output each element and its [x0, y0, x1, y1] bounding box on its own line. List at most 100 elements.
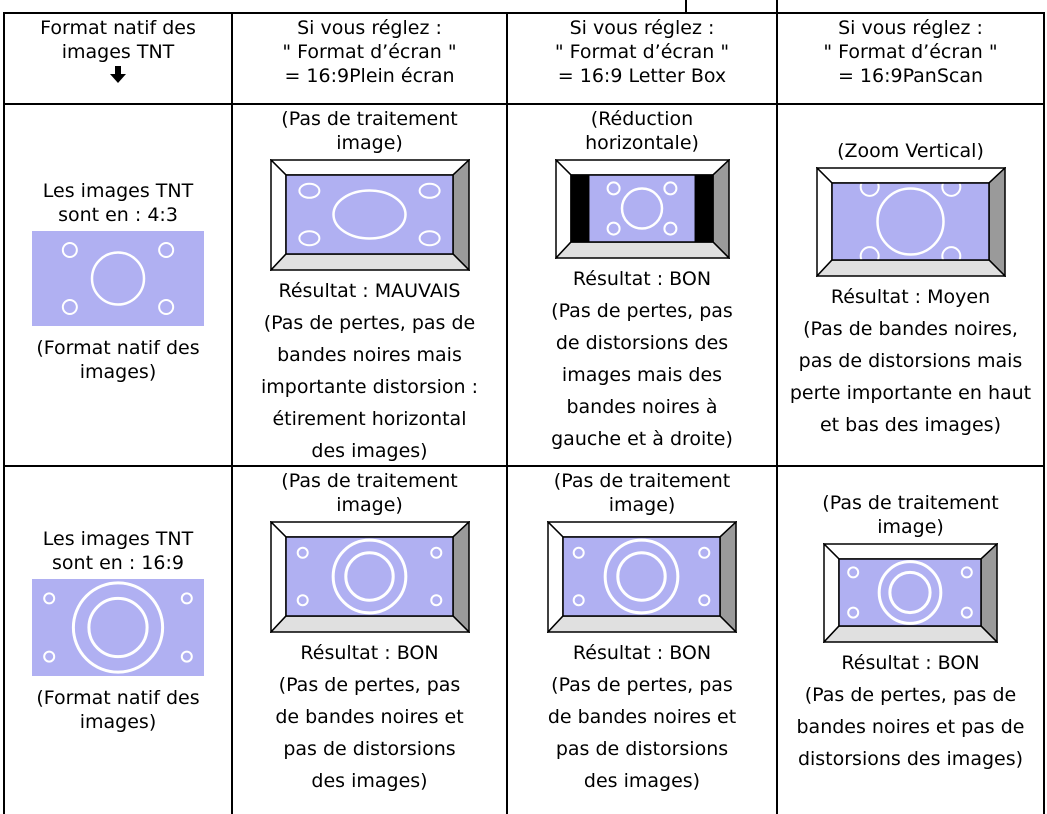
text-block: (Format natif des images) [36, 336, 199, 384]
bevel [554, 159, 572, 259]
text-line: bandes noires mais [277, 344, 462, 366]
text-line: (Pas de traitement [553, 470, 731, 492]
tv-diagram [554, 159, 730, 259]
text-line: " Format d’écran " [554, 41, 730, 63]
circle [877, 560, 943, 625]
column-border [3, 12, 5, 814]
text-line: gauche et à droite) [551, 428, 733, 450]
text-line: = 16:9PanScan [837, 65, 984, 87]
text-line: de distorsions des [555, 332, 729, 354]
image-diagram [32, 231, 204, 326]
text-line: image) [608, 494, 676, 516]
text-line: distorsions des images) [797, 748, 1024, 770]
text-line: Résultat : BON [841, 652, 980, 674]
screen-border [830, 182, 990, 261]
table-cell: (Zoom Vertical) Résultat : Moyen (Pas de b… [778, 139, 1043, 441]
row-border [3, 103, 1045, 105]
bevel [815, 259, 1006, 277]
circle [603, 538, 680, 615]
black-bar [694, 175, 713, 242]
tv-diagram [269, 159, 470, 271]
text-line: sont en : 16:9 [52, 552, 184, 574]
text-block: (Pas de traitement image) [281, 469, 457, 517]
table-cell: Format natif des images TNT [5, 16, 231, 84]
text-line: horizontale) [585, 132, 699, 154]
circle [429, 594, 442, 607]
text-line: des images) [311, 440, 428, 462]
bevel [451, 521, 470, 633]
text-line: Résultat : BON [572, 642, 712, 664]
circle [859, 246, 880, 260]
text-block: (Zoom Vertical) [837, 139, 984, 163]
text-line: bandes noires et pas de [796, 716, 1025, 738]
text-line: pas de distorsions [283, 738, 456, 760]
text-line: " Format d’écran " [282, 41, 457, 63]
text-block: Résultat : Moyen (Pas de bandes noires, pa… [790, 281, 1031, 441]
table-cell: (Pas de traitement image) Résultat : BON (P… [508, 469, 776, 797]
ellipse [331, 189, 407, 240]
circle [158, 242, 175, 258]
bevel [269, 159, 470, 176]
text-block: Résultat : BON (Pas de pertes, pas de band… [275, 637, 463, 797]
bevel [987, 167, 1006, 277]
table-cell: Si vous réglez : " Format d’écran " = 16:9… [233, 16, 506, 88]
circle [847, 566, 860, 579]
text-line: image) [336, 494, 403, 516]
bevel [823, 543, 840, 643]
circle [296, 546, 309, 559]
table-cell: Les images TNT sont en : 16:9 (Format nati… [5, 527, 231, 734]
text-line: (Pas de traitement [281, 470, 458, 492]
text-line: étirement horizontal [272, 408, 467, 430]
text-line: Résultat : Moyen [830, 286, 991, 308]
table-cell: Si vous réglez : " Format d’écran " = 16:9… [778, 16, 1043, 88]
circle [698, 546, 711, 559]
text-line: sont en : 4:3 [58, 204, 178, 226]
bevel [269, 159, 287, 271]
text-block: Résultat : BON (Pas de pertes, pas de band… [797, 647, 1025, 775]
circle [859, 183, 880, 197]
text-block: Résultat : MAUVAIS (Pas de pertes, pas de… [261, 275, 478, 467]
text-block: Si vous réglez : " Format d’écran " = 16:9… [823, 16, 997, 88]
circle [940, 183, 961, 197]
text-block: Si vous réglez : " Format d’écran " = 16:9… [282, 16, 456, 88]
screen [831, 183, 989, 260]
column-border [231, 12, 233, 814]
text-block: (Pas de traitement image) [554, 469, 730, 517]
text-line: (Pas de pertes, pas de [804, 684, 1017, 706]
text-line: bandes noires à [566, 396, 718, 418]
text-block: Les images TNT sont en : 4:3 [43, 179, 193, 227]
circle [698, 594, 711, 607]
text-line: Si vous réglez : [569, 17, 715, 39]
screen-border [284, 174, 454, 255]
text-block: Résultat : BON (Pas de pertes, pas de band… [548, 637, 736, 797]
table-cell: (Réduction horizontale) Résultat : BON (Pas… [508, 107, 776, 455]
bevel [451, 159, 470, 271]
column-border [776, 12, 778, 814]
text-line: Si vous réglez : [297, 17, 442, 39]
text-line: (Pas de pertes, pas [551, 300, 733, 322]
circle [662, 221, 677, 236]
text-block: Si vous réglez : " Format d’écran " = 16:9… [555, 16, 729, 88]
table-cell: Si vous réglez : " Format d’écran " = 16:9… [508, 16, 776, 88]
text-block: (Réduction horizontale) [585, 107, 699, 155]
ellipse [418, 230, 441, 247]
circle [61, 242, 78, 258]
text-line: Résultat : BON [572, 268, 712, 290]
circle [572, 594, 585, 607]
text-line: pas de distorsions [555, 738, 729, 760]
text-line: " Format d’écran " [823, 41, 998, 63]
text-line: perte importante en haut [789, 382, 1032, 404]
text-line: de bandes noires et [275, 706, 464, 728]
text-block: (Pas de traitement image) [822, 491, 998, 539]
circle [616, 551, 667, 602]
bevel [547, 615, 737, 633]
circle [43, 592, 56, 605]
bevel [719, 521, 737, 633]
screen [32, 579, 204, 676]
circle [43, 650, 56, 663]
bevel [823, 625, 998, 643]
table-cell: (Pas de traitement image) Résultat : BON (P… [233, 469, 506, 797]
arrow [110, 66, 126, 83]
circle [888, 570, 932, 615]
screen-area [285, 175, 453, 254]
